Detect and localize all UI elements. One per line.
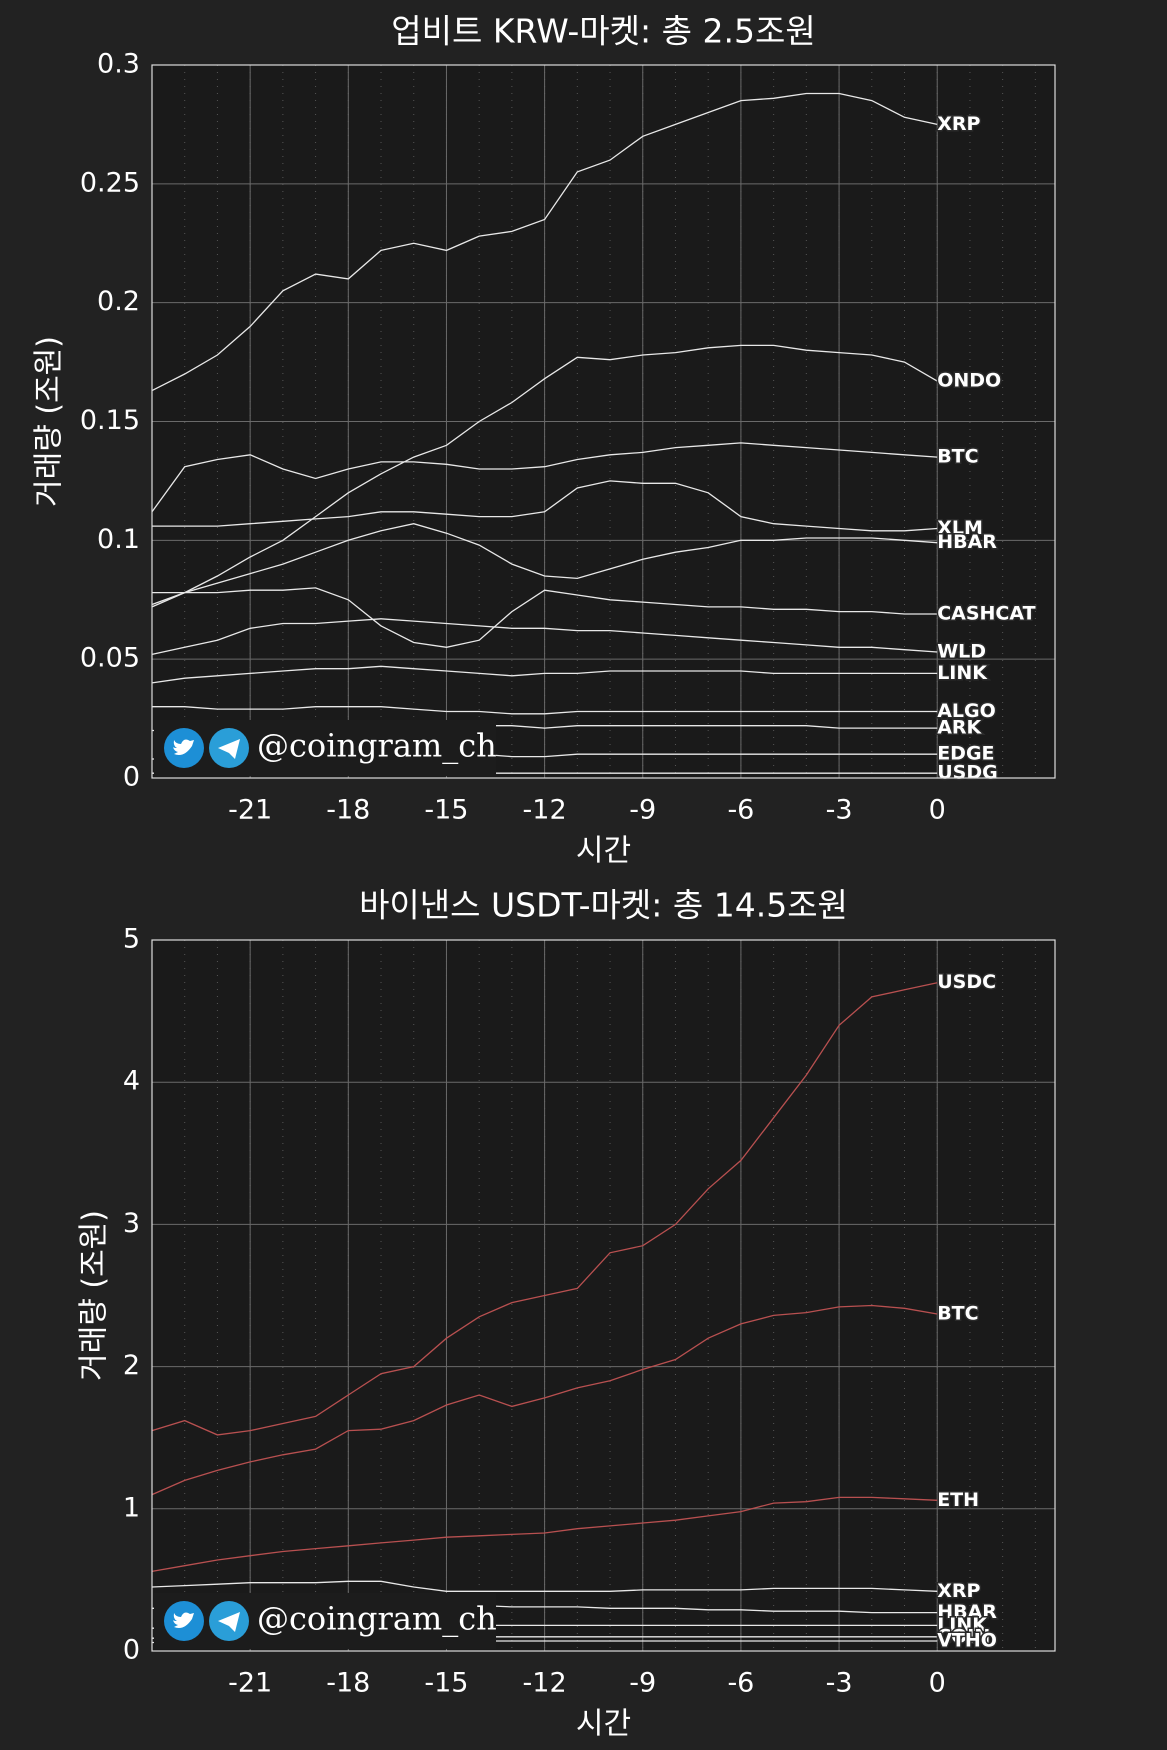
- series-label: USDC: [937, 971, 996, 993]
- watermark: @coingram_ch: [257, 727, 497, 765]
- series-line: [152, 587, 938, 648]
- series-line: [151, 982, 938, 1436]
- x-tick-label: -21: [228, 1668, 272, 1699]
- x-tick-label: -15: [424, 795, 468, 826]
- y-tick-label: 0: [123, 762, 140, 793]
- series-label: ALGO: [937, 700, 996, 722]
- series-label: XRP: [937, 1580, 980, 1602]
- series-label: VTHO: [937, 1630, 997, 1652]
- chart-title: 바이낸스 USDT-마켓: 총 14.5조원: [359, 886, 848, 925]
- y-tick-label: 3: [123, 1208, 140, 1239]
- telegram-plane: [218, 1612, 240, 1632]
- series-line: [152, 706, 938, 715]
- x-tick-label: -21: [228, 795, 272, 826]
- x-tick-label: 0: [929, 1668, 946, 1699]
- series-label: EDGE: [937, 743, 994, 765]
- watermark: @coingram_ch: [257, 1600, 497, 1638]
- series-line: [151, 1580, 938, 1592]
- y-tick-label: 0.3: [97, 49, 140, 80]
- y-axis-label: 거래량 (조원): [32, 336, 67, 507]
- series-line: [151, 1304, 938, 1496]
- y-tick-label: 1: [123, 1492, 140, 1523]
- series-line: [151, 442, 938, 513]
- y-tick-label: 2: [123, 1350, 140, 1381]
- x-tick-label: -3: [826, 1668, 853, 1699]
- x-tick-label: -18: [326, 795, 370, 826]
- x-tick-label: -6: [727, 1668, 754, 1699]
- series-line: [151, 344, 938, 606]
- x-tick-label: -12: [523, 1668, 567, 1699]
- y-axis-label: 거래량 (조원): [77, 1210, 112, 1381]
- axes-box: [151, 64, 1056, 779]
- series-label: COIN: [937, 1625, 990, 1647]
- plot-area: [152, 940, 1055, 1651]
- series-label: WLD: [937, 641, 986, 663]
- x-tick-label: -15: [424, 1668, 468, 1699]
- y-tick-label: 0.05: [80, 643, 140, 674]
- y-tick-label: 0.1: [97, 524, 140, 555]
- twitter-bird: [173, 739, 194, 755]
- series-label: HBAR: [937, 531, 997, 553]
- x-tick-label: -9: [629, 795, 656, 826]
- series-label: CASHCAT: [937, 603, 1035, 625]
- chart-title: 업비트 KRW-마켓: 총 2.5조원: [391, 12, 815, 51]
- series-line: [152, 480, 938, 532]
- x-tick-label: -12: [523, 795, 567, 826]
- telegram-plane: [218, 739, 240, 759]
- x-axis-label: 시간: [576, 834, 631, 869]
- x-tick-label: 0: [929, 795, 946, 826]
- series-label: ONDO: [937, 370, 1001, 392]
- x-tick-label: -9: [629, 1668, 656, 1699]
- axes-box: [151, 939, 1056, 1652]
- series-label: HBAR: [937, 1601, 997, 1623]
- y-tick-label: 0.15: [80, 405, 140, 436]
- series-line: [151, 618, 938, 656]
- series-label: LINK: [937, 1614, 988, 1636]
- series-label: LINK: [937, 662, 988, 684]
- series-line: [151, 523, 938, 608]
- y-tick-label: 5: [123, 924, 140, 955]
- y-tick-label: 0.2: [97, 286, 140, 317]
- series-label: USDG: [937, 762, 997, 784]
- x-tick-label: -3: [826, 795, 853, 826]
- x-axis-label: 시간: [576, 1707, 631, 1742]
- series-label: ETH: [937, 1489, 979, 1511]
- y-tick-label: 0.25: [80, 167, 140, 198]
- twitter-bird: [173, 1612, 194, 1628]
- y-tick-label: 4: [123, 1066, 140, 1097]
- x-tick-label: -6: [727, 795, 754, 826]
- series-line: [151, 665, 938, 684]
- series-label: BTC: [937, 446, 978, 468]
- series-label: XLM: [937, 517, 983, 539]
- series-line: [151, 1496, 938, 1573]
- x-tick-label: -18: [326, 1668, 370, 1699]
- series-line: [151, 92, 938, 392]
- series-label: ARK: [937, 717, 982, 739]
- series-label: XRP: [937, 113, 980, 135]
- series-label: BTC: [937, 1302, 978, 1324]
- y-tick-label: 0: [123, 1635, 140, 1666]
